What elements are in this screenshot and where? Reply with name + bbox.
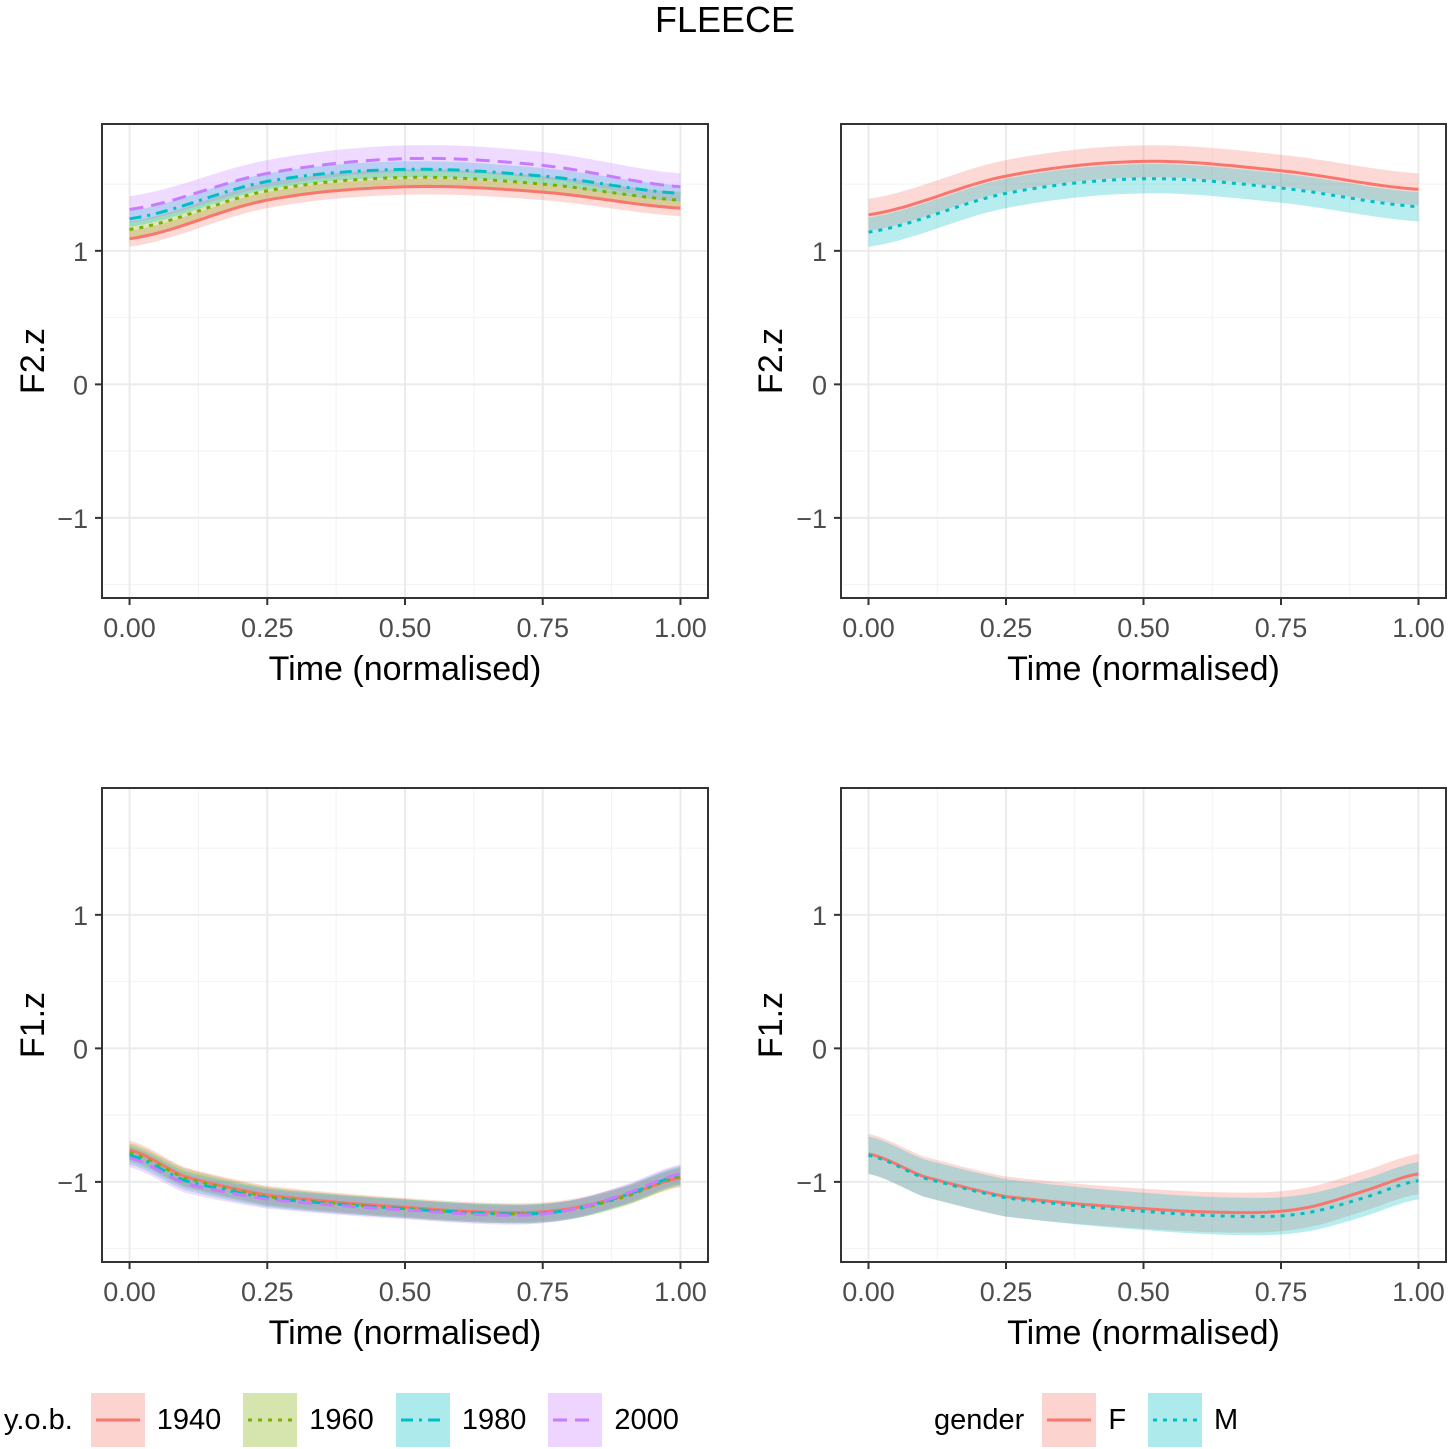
ci-band-1960: [129, 169, 681, 238]
legend-yob-title: y.o.b.: [4, 1403, 73, 1436]
x-tick-label: 0.25: [241, 1277, 294, 1307]
y-tick-label: −1: [796, 1168, 827, 1198]
y-tick-label: −1: [57, 504, 88, 534]
x-tick-label: 0.00: [842, 613, 895, 643]
figure-title: FLEECE: [654, 0, 796, 40]
panel-f2-gender: 0.00 0.25 0.50 0.75 1.00 −1 0 1 Time (normalised…: [752, 123, 1447, 688]
legend-yob-label: 1960: [309, 1403, 374, 1436]
series-line-M: [868, 1153, 1419, 1219]
legend-yob-label: 1940: [156, 1403, 222, 1436]
legend-gender: gender F M: [934, 1392, 1260, 1448]
x-tick-label: 0.75: [1255, 613, 1308, 643]
legend-yob-key-1960: [243, 1393, 298, 1447]
x-tick-label: 1.00: [654, 1277, 707, 1307]
x-axis-title: Time (normalised): [269, 650, 542, 688]
y-tick-label: 0: [73, 1034, 88, 1064]
x-tick-label: 0.75: [516, 613, 569, 643]
series-line-2000: [129, 156, 681, 211]
x-axis-title: Time (normalised): [269, 1314, 542, 1352]
x-tick-label: 0.00: [103, 1277, 156, 1307]
ci-band-1940: [129, 1140, 681, 1222]
ci-band-2000: [129, 1148, 681, 1225]
series-line-1960: [129, 175, 681, 231]
legend-yob: y.o.b. 1940 1960 1980 2000: [4, 1392, 701, 1448]
y-tick-label: −1: [796, 504, 827, 534]
y-tick-label: 0: [73, 370, 88, 400]
series-line-2000: [129, 1156, 681, 1217]
x-axis-title: Time (normalised): [1007, 1314, 1280, 1352]
ci-band-F: [868, 145, 1419, 231]
y-axis-title: F2.z: [752, 328, 790, 394]
x-tick-label: 0.50: [379, 613, 432, 643]
x-tick-label: 1.00: [654, 613, 707, 643]
panel-f2-yob: 0.00 0.25 0.50 0.75 1.00 −1 0 1 Time (normalised…: [14, 123, 709, 688]
y-tick-label: 0: [812, 370, 827, 400]
legend-yob-key-1980: [395, 1393, 450, 1447]
y-axis-title: F1.z: [752, 992, 790, 1058]
x-tick-label: 0.75: [1255, 1277, 1308, 1307]
y-tick-label: −1: [57, 1168, 88, 1198]
y-tick-label: 1: [73, 901, 88, 931]
legend-gender-key-F: [1042, 1393, 1097, 1447]
series-line-F: [868, 1152, 1419, 1215]
panel-f1-yob: 0.00 0.25 0.50 0.75 1.00 −1 0 1 Time (normalised…: [14, 787, 709, 1352]
ci-band-1960: [129, 1143, 681, 1224]
x-tick-label: 0.25: [241, 613, 294, 643]
x-tick-label: 0.50: [1117, 1277, 1170, 1307]
ci-band-1940: [129, 178, 681, 247]
y-axis-title: F1.z: [14, 992, 52, 1058]
panel-f1-gender: 0.00 0.25 0.50 0.75 1.00 −1 0 1 Time (normalised…: [752, 787, 1447, 1352]
legend-yob-key-2000: [548, 1393, 603, 1447]
x-tick-label: 1.00: [1392, 613, 1445, 643]
series-line-F: [868, 159, 1419, 217]
legend-gender-title: gender: [934, 1403, 1025, 1436]
legend-gender-label: F: [1108, 1403, 1127, 1436]
ci-band-1980: [129, 161, 681, 227]
y-tick-label: 1: [73, 237, 88, 267]
series-line-1960: [129, 1151, 681, 1216]
x-tick-label: 0.00: [103, 613, 156, 643]
x-tick-label: 0.50: [1117, 613, 1170, 643]
x-tick-label: 0.25: [980, 1277, 1033, 1307]
series-line-1940: [129, 184, 681, 241]
series-line-1980: [129, 167, 681, 221]
x-tick-label: 0.50: [379, 1277, 432, 1307]
ci-band-1980: [129, 1145, 681, 1224]
y-tick-label: 1: [812, 237, 827, 267]
x-axis-title: Time (normalised): [1007, 650, 1280, 688]
ci-band-F: [868, 1133, 1419, 1233]
legend-gender-key-M: [1148, 1393, 1203, 1447]
y-tick-label: 0: [812, 1034, 827, 1064]
y-axis-title: F2.z: [14, 328, 52, 394]
series-line-M: [868, 177, 1419, 234]
legend-yob-key-1940: [90, 1393, 145, 1447]
x-tick-label: 0.00: [842, 1277, 895, 1307]
x-tick-label: 0.75: [516, 1277, 569, 1307]
ci-band-M: [868, 164, 1419, 247]
x-tick-label: 0.25: [980, 613, 1033, 643]
y-tick-label: 1: [812, 901, 827, 931]
legend-gender-label: M: [1214, 1403, 1239, 1436]
legend-yob-label: 2000: [614, 1403, 679, 1436]
x-tick-label: 1.00: [1392, 1277, 1445, 1307]
legend-yob-label: 1980: [461, 1403, 527, 1436]
